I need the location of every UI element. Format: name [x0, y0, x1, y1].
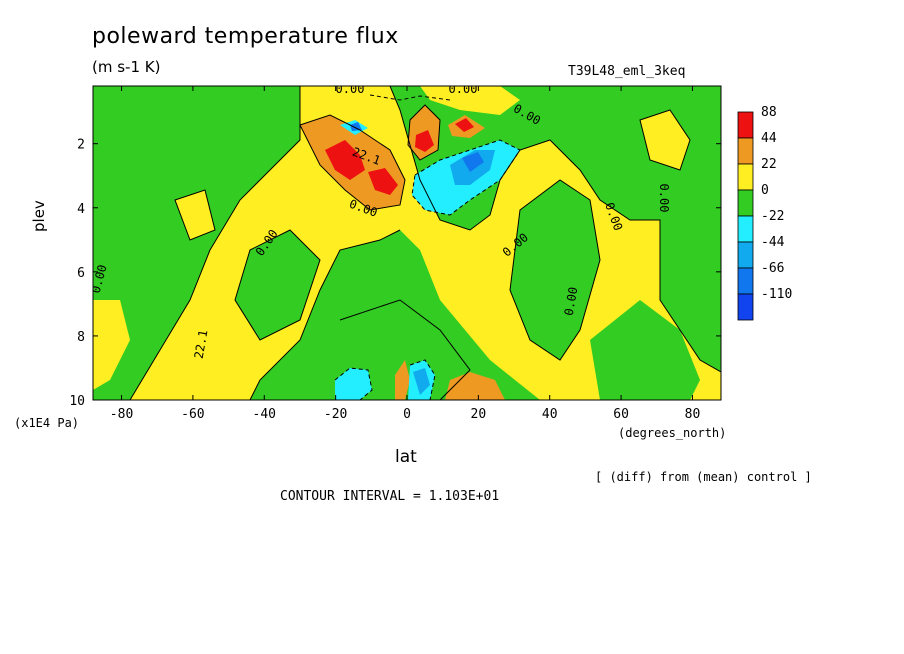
colorbar-swatch — [737, 293, 754, 321]
contour-line — [411, 139, 521, 216]
contour-fills — [93, 86, 721, 400]
x-tick-label: 20 — [471, 407, 487, 422]
contour-line — [509, 179, 601, 361]
negative-region — [235, 230, 320, 340]
contour-value-label: 0.00 — [657, 184, 671, 213]
colorbar-label: 88 — [761, 105, 777, 120]
x-tick-label: 40 — [542, 407, 558, 422]
x-tick-label: -80 — [110, 407, 133, 422]
plot-area: 0.00 0.000.000.000.00 0.000.000.000.000.00… — [93, 82, 721, 400]
contour-line — [334, 367, 373, 400]
contour-line — [369, 94, 451, 101]
diff-note: [ (diff) from (mean) control ] — [595, 470, 812, 484]
x-tick-label: 0 — [403, 407, 411, 422]
negative-region — [350, 122, 362, 131]
chart-title: poleward temperature flux — [92, 24, 399, 49]
contour-line — [249, 229, 401, 400]
y-tick-label: 4 — [77, 202, 85, 217]
colorbar-label: -110 — [761, 287, 792, 302]
contour-interval: CONTOUR INTERVAL = 1.103E+01 — [280, 489, 500, 504]
x-tick-label: -40 — [253, 407, 276, 422]
colorbar-label: 22 — [761, 157, 777, 172]
positive-region — [175, 190, 215, 240]
run-name: T39L48_eml_3keq — [568, 64, 686, 79]
contour-value-label: 22.1 — [192, 329, 211, 360]
negative-region — [462, 152, 484, 172]
contour-lines — [129, 86, 721, 400]
x-tick-label: 60 — [613, 407, 629, 422]
x-tick-label: -20 — [324, 407, 347, 422]
colorbar-swatch — [737, 267, 754, 295]
positive-region — [455, 118, 474, 132]
negative-region — [510, 180, 600, 360]
contour-line — [409, 359, 436, 400]
colorbar: 88 44 22 0 -22 -44 -66 -110 — [737, 105, 792, 321]
colorbar-swatch — [737, 189, 754, 217]
y-tick-label: 10 — [69, 394, 85, 409]
positive-region — [325, 140, 365, 180]
colorbar-swatch — [737, 163, 754, 191]
colorbar-label: 0 — [761, 183, 769, 198]
x-tick-label: 80 — [685, 407, 701, 422]
contour-line — [339, 299, 471, 400]
positive-region — [415, 130, 434, 152]
contour-line — [407, 104, 441, 161]
colorbar-label: -44 — [761, 235, 785, 250]
colorbar-swatch — [737, 111, 754, 139]
contour-value-label: 0.00 — [336, 82, 365, 96]
contour-value-label: 0.00 — [449, 82, 478, 96]
positive-region — [395, 360, 410, 400]
positive-region — [93, 300, 130, 390]
x-axis-label: lat — [395, 447, 417, 467]
colorbar-swatch — [737, 137, 754, 165]
y-tick-label: 8 — [77, 330, 85, 345]
y-axis-unit: (x1E4 Pa) — [14, 416, 80, 430]
y-tick-label: 6 — [77, 266, 85, 281]
x-tick-label: -60 — [181, 407, 204, 422]
negative-region — [413, 368, 430, 395]
colorbar-swatch — [737, 241, 754, 269]
negative-region — [590, 300, 700, 400]
positive-region — [640, 110, 690, 170]
contour-line — [129, 86, 301, 400]
positive-region — [420, 86, 520, 115]
contour-line — [299, 114, 406, 211]
colorbar-label: -66 — [761, 261, 784, 276]
y-axis: 2 4 6 8 10 — [69, 138, 721, 409]
x-axis: -80 -60 -40 -20 0 20 40 60 80 — [110, 86, 700, 422]
chart-units: (m s-1 K) — [92, 58, 161, 76]
colorbar-label: -22 — [761, 209, 784, 224]
colorbar-label: 44 — [761, 131, 777, 146]
y-tick-label: 2 — [77, 138, 85, 153]
positive-region — [368, 168, 398, 195]
positive-region — [445, 372, 505, 400]
contour-line — [234, 229, 321, 341]
contour-line — [639, 109, 691, 171]
contour-value-label: 0.00 — [562, 286, 581, 317]
colorbar-swatch — [737, 215, 754, 243]
x-axis-unit: (degrees_north) — [618, 426, 727, 440]
negative-region — [335, 368, 372, 400]
contour-line — [174, 189, 216, 241]
